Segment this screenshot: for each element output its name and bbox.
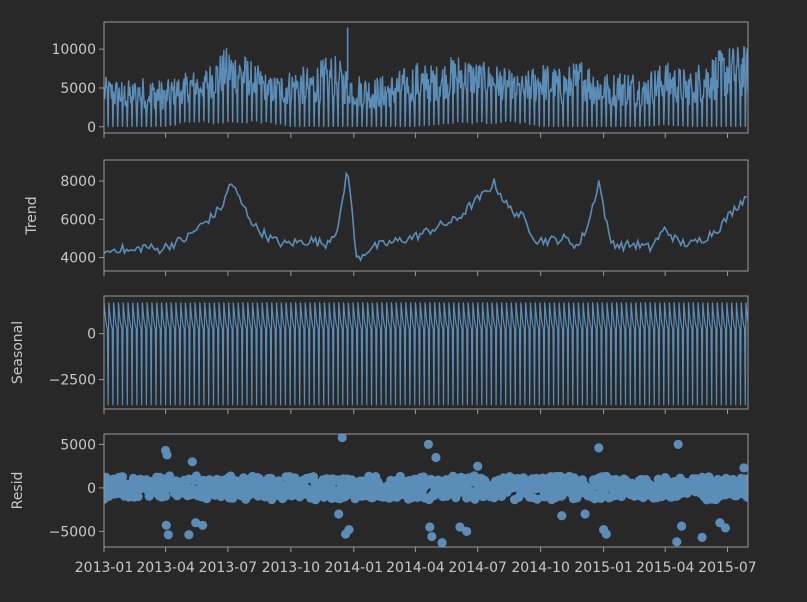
resid-point bbox=[572, 493, 582, 503]
observed-series-line bbox=[104, 45, 748, 127]
resid-outlier-point bbox=[673, 439, 683, 449]
resid-outlier-point bbox=[462, 526, 472, 537]
plot-area-observed bbox=[104, 27, 748, 127]
resid-outlier-point bbox=[677, 521, 687, 531]
y-tick-label: 0 bbox=[87, 481, 96, 497]
resid-point bbox=[514, 492, 524, 502]
resid-outlier-point bbox=[437, 538, 447, 547]
x-tick-label: 2014-01 bbox=[325, 560, 384, 576]
seasonal-series-line bbox=[104, 302, 748, 406]
resid-outlier-point bbox=[187, 457, 197, 467]
panel-observed: 0 5000 10000 bbox=[51, 21, 749, 138]
resid-outlier-point bbox=[580, 509, 590, 519]
resid-outlier-point bbox=[337, 434, 347, 443]
resid-outlier-point bbox=[184, 530, 194, 540]
resid-point bbox=[706, 475, 716, 485]
resid-outlier-point bbox=[334, 509, 344, 519]
plot-area-seasonal bbox=[104, 302, 748, 406]
panel-trend: 4000 6000 8000 Trend bbox=[24, 159, 749, 276]
panel-frame-observed bbox=[103, 21, 749, 134]
y-tick-label: 10000 bbox=[51, 42, 96, 58]
panel-frame-seasonal bbox=[103, 295, 749, 410]
y-tick-label: 5000 bbox=[60, 437, 96, 453]
y-tick-label: 0 bbox=[87, 327, 96, 343]
resid-outlier-point bbox=[672, 537, 682, 547]
trend-series-line bbox=[104, 171, 747, 263]
x-tick-label: 2013-01 bbox=[75, 560, 134, 576]
resid-point bbox=[661, 474, 671, 484]
resid-outlier-point bbox=[594, 443, 604, 453]
panel-frame-resid bbox=[103, 433, 749, 548]
y-tick-label: 4000 bbox=[60, 251, 96, 267]
x-tick-label: 2015-04 bbox=[636, 560, 695, 576]
y-axis-label-trend: Trend bbox=[24, 196, 40, 235]
x-tick-label: 2013-04 bbox=[136, 560, 195, 576]
resid-outlier-point bbox=[601, 529, 611, 539]
resid-outlier-point bbox=[473, 461, 483, 471]
y-tick-label: 5000 bbox=[60, 81, 96, 97]
y-tick-label: −2500 bbox=[49, 373, 96, 389]
plot-area-trend bbox=[104, 171, 747, 263]
resid-outlier-point bbox=[423, 439, 433, 449]
x-tick-label: 2014-07 bbox=[448, 560, 507, 576]
resid-outlier-point bbox=[344, 525, 354, 535]
resid-point bbox=[191, 471, 201, 481]
y-axis-label-resid: Resid bbox=[10, 472, 26, 510]
plot-area-resid bbox=[104, 434, 748, 547]
resid-outlier-point bbox=[455, 522, 465, 532]
resid-outlier-point bbox=[162, 450, 172, 460]
resid-outlier-point bbox=[427, 532, 437, 542]
resid-point bbox=[133, 491, 143, 502]
x-tick-label: 2015-01 bbox=[574, 560, 633, 576]
resid-point bbox=[743, 489, 748, 500]
resid-outlier-point bbox=[191, 518, 201, 528]
panel-frame-trend bbox=[103, 159, 749, 272]
y-tick-label: 0 bbox=[87, 120, 96, 136]
panel-seasonal: −2500 0 Seasonal bbox=[10, 295, 749, 414]
y-tick-label: −5000 bbox=[49, 524, 96, 540]
resid-point bbox=[165, 471, 175, 481]
resid-point bbox=[161, 491, 171, 501]
resid-point bbox=[742, 474, 748, 484]
resid-outlier-point bbox=[557, 511, 567, 521]
resid-outlier-point bbox=[720, 523, 731, 533]
x-tick-label: 2013-10 bbox=[262, 560, 321, 576]
y-axis-label-seasonal: Seasonal bbox=[10, 321, 26, 384]
x-tick-label: 2014-04 bbox=[386, 560, 445, 576]
x-tick-label: 2014-10 bbox=[511, 560, 570, 576]
resid-outlier-point bbox=[163, 530, 173, 540]
y-tick-label: 6000 bbox=[60, 212, 96, 228]
resid-outlier-point bbox=[739, 463, 748, 473]
x-tick-label: 2015-07 bbox=[698, 560, 757, 576]
resid-outlier-point bbox=[425, 522, 435, 532]
resid-outlier-point bbox=[198, 520, 208, 530]
resid-point bbox=[741, 481, 748, 491]
resid-point bbox=[117, 472, 128, 482]
y-tick-label: 8000 bbox=[60, 174, 96, 190]
x-tick-label: 2013-07 bbox=[199, 560, 258, 576]
resid-outlier-point bbox=[161, 520, 171, 530]
resid-outlier-point bbox=[697, 532, 707, 543]
resid-outlier-point bbox=[431, 452, 441, 463]
